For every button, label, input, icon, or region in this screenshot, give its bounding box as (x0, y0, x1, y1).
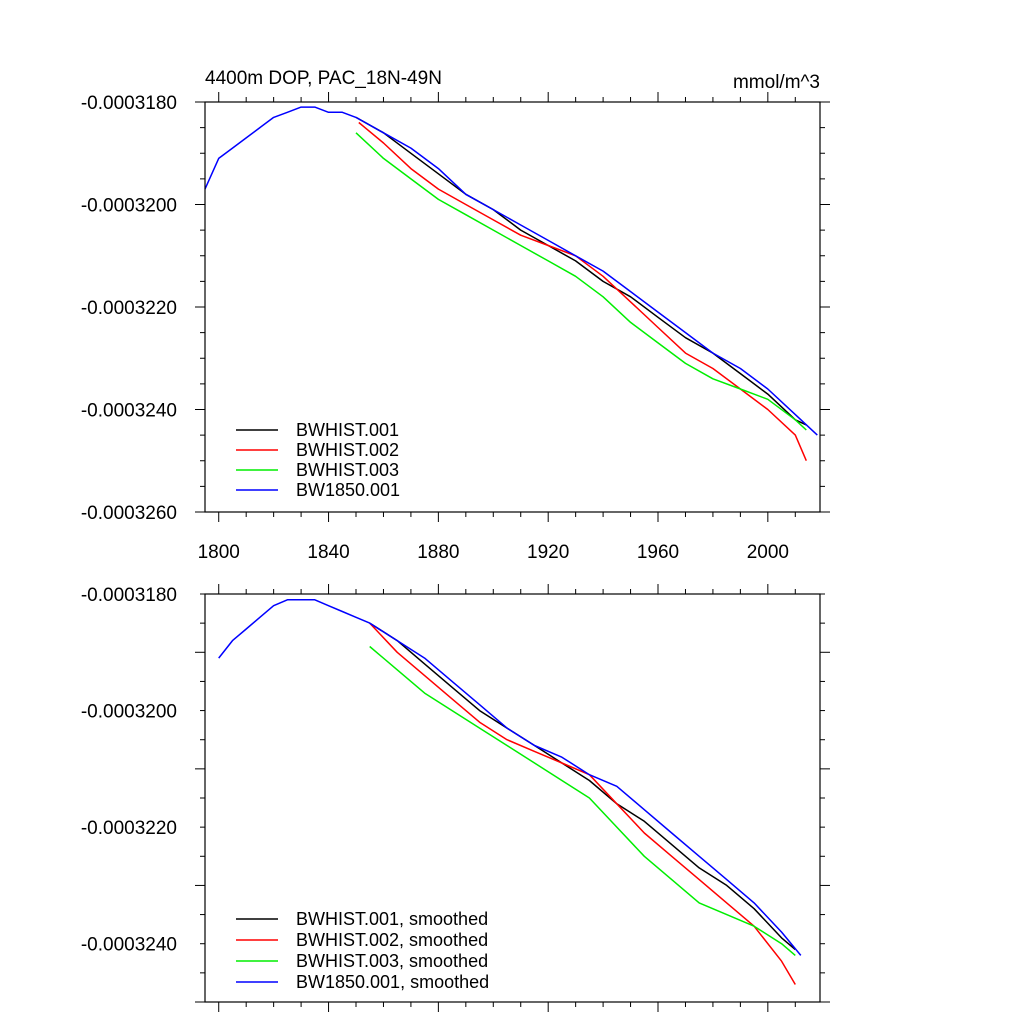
legend-label: BW1850.001, smoothed (296, 972, 489, 992)
y-tick-label: -0.0003180 (81, 585, 177, 606)
legend-label: BWHIST.001 (296, 420, 399, 440)
legend-label: BWHIST.002, smoothed (296, 930, 488, 950)
series-line-4 (204, 106, 818, 436)
series-line-1 (355, 116, 807, 426)
series-line-4 (218, 599, 802, 956)
bottom-panel-series (218, 599, 802, 985)
x-tick-label: 1840 (307, 542, 349, 563)
legend-label: BWHIST.003, smoothed (296, 951, 488, 971)
top-panel-units: mmol/m^3 (733, 72, 820, 93)
series-line-1 (369, 622, 796, 951)
y-tick-label: -0.0003180 (81, 93, 177, 114)
legend-label: BWHIST.003 (296, 460, 399, 480)
legend-label: BWHIST.001, smoothed (296, 909, 488, 929)
x-tick-label: 1800 (198, 542, 240, 563)
x-tick-label: 1880 (417, 542, 459, 563)
top-panel: 4400m DOP, PAC_18N-49N mmol/m^3 1800 1840… (81, 68, 830, 563)
legend-label: BW1850.001 (296, 480, 400, 500)
y-tick-label: -0.0003240 (81, 935, 177, 956)
bottom-panel-frame (204, 593, 821, 1003)
y-tick-label: -0.0003200 (81, 196, 177, 217)
x-tick-label: 1960 (637, 542, 679, 563)
top-panel-title: 4400m DOP, PAC_18N-49N (205, 68, 442, 89)
bottom-panel-ticks: -0.0003180 -0.0003200 -0.0003220 -0.0003240 (81, 584, 830, 1012)
bottom-panel: -0.0003180 -0.0003200 -0.0003220 -0.0003240… (81, 584, 830, 1012)
y-tick-label: -0.0003220 (81, 818, 177, 839)
top-panel-series (204, 106, 818, 461)
top-panel-frame (204, 101, 821, 513)
series-line-3 (355, 132, 807, 431)
series-line-2 (358, 121, 807, 461)
y-tick-label: -0.0003240 (81, 401, 177, 422)
series-line-3 (369, 645, 796, 956)
x-tick-label: 2000 (747, 542, 789, 563)
y-tick-label: -0.0003220 (81, 298, 177, 319)
legend-label: BWHIST.002 (296, 440, 399, 460)
x-tick-label: 1920 (527, 542, 569, 563)
top-panel-ticks: 1800 1840 1880 1920 1960 2000 -0.0003180 -0.000… (81, 92, 830, 563)
y-tick-label: -0.0003260 (81, 503, 177, 524)
y-tick-label: -0.0003200 (81, 702, 177, 723)
